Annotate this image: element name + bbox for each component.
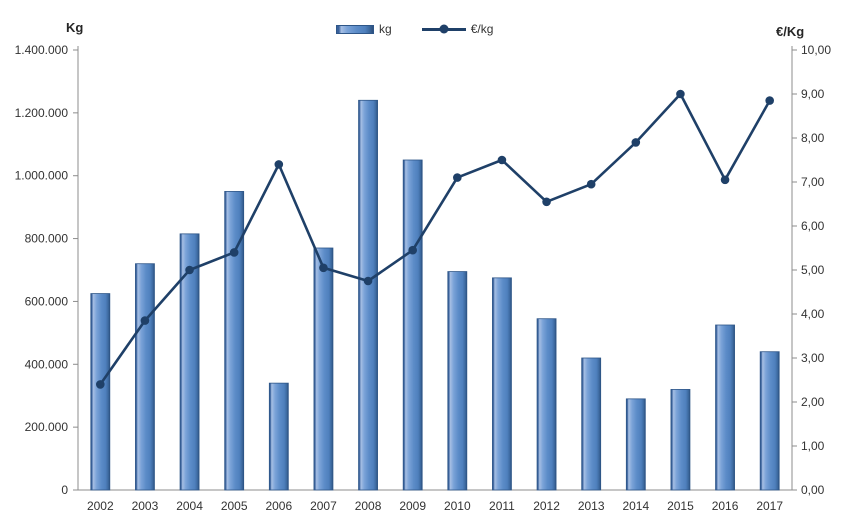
- y-left-tick-label: 800.000: [25, 232, 69, 246]
- x-tick-label-2002: 2002: [87, 499, 114, 513]
- y-left-tick-label: 600.000: [25, 294, 69, 308]
- y-left-tick-label: 0: [61, 483, 68, 497]
- y-right-tick-label: 2,00: [801, 395, 825, 409]
- y-right-tick-label: 1,00: [801, 439, 825, 453]
- legend-item-eur-kg: €/kg: [421, 22, 494, 36]
- bar-2017: [759, 351, 780, 491]
- x-tick-label-2009: 2009: [399, 499, 426, 513]
- legend-item-kg: kg: [336, 22, 392, 36]
- bar-2015: [670, 389, 691, 491]
- bar-2006: [268, 382, 289, 491]
- x-tick-label-2005: 2005: [221, 499, 248, 513]
- y-left-tick-label: 1.400.000: [15, 43, 69, 57]
- x-tick-label-2006: 2006: [265, 499, 292, 513]
- x-tick-label-2014: 2014: [622, 499, 649, 513]
- y-right-tick-label: 4,00: [801, 307, 825, 321]
- x-tick-label-2012: 2012: [533, 499, 560, 513]
- y-left-tick-label: 200.000: [25, 420, 69, 434]
- point-2017: [765, 96, 774, 105]
- point-2012: [542, 197, 551, 207]
- point-2004: [185, 265, 194, 275]
- legend-line-label: €/kg: [470, 22, 494, 36]
- point-2014: [631, 138, 641, 147]
- x-tick-label-2016: 2016: [712, 499, 739, 513]
- y-right-tick-label: 5,00: [801, 263, 825, 277]
- x-tick-label-2017: 2017: [756, 499, 783, 513]
- bar-2002: [90, 293, 111, 491]
- x-tick-label-2007: 2007: [310, 499, 337, 513]
- bar-series-swatch-icon: [336, 24, 374, 34]
- y-right-tick-label: 6,00: [801, 219, 825, 233]
- bar-2014: [625, 398, 646, 491]
- x-tick-label-2003: 2003: [132, 499, 159, 513]
- x-tick-label-2015: 2015: [667, 499, 694, 513]
- point-2006: [274, 160, 284, 169]
- x-tick-label-2004: 2004: [176, 499, 203, 513]
- y-right-tick-label: 10,00: [801, 43, 831, 57]
- point-2002: [96, 380, 105, 389]
- point-2010: [453, 173, 462, 182]
- right-axis-title: €/Kg: [776, 24, 805, 39]
- bar-2010: [447, 271, 468, 491]
- bar-2003: [135, 263, 155, 491]
- point-2016: [720, 175, 730, 185]
- bar-2004: [179, 233, 200, 491]
- price-line: [99, 92, 771, 386]
- point-2011: [497, 155, 507, 165]
- bar-2008: [358, 99, 378, 491]
- legend: kg €/kg: [336, 22, 493, 36]
- y-left-tick-label: 1.200.000: [15, 106, 69, 120]
- bar-2009: [402, 159, 423, 491]
- y-right-tick-label: 8,00: [801, 131, 825, 145]
- point-2009: [408, 245, 417, 255]
- bar-2007: [313, 247, 334, 491]
- point-2007: [319, 263, 328, 273]
- bar-2011: [492, 277, 512, 491]
- point-2008: [363, 276, 373, 286]
- point-2005: [229, 248, 239, 257]
- bar-2016: [715, 324, 735, 491]
- x-tick-label-2010: 2010: [444, 499, 471, 513]
- y-right-tick-label: 0,00: [801, 483, 825, 497]
- legend-bar-label: kg: [379, 22, 392, 36]
- y-left-tick-label: 400.000: [25, 357, 69, 371]
- x-tick-label-2008: 2008: [355, 499, 382, 513]
- x-tick-label-2011: 2011: [489, 499, 515, 513]
- line-series-swatch-icon: [421, 24, 466, 34]
- y-left-tick-label: 1.000.000: [15, 169, 69, 183]
- y-right-tick-label: 3,00: [801, 351, 825, 365]
- y-right-tick-label: 9,00: [801, 87, 825, 101]
- point-2003: [140, 316, 150, 325]
- bar-2013: [581, 357, 602, 491]
- x-tick-label-2013: 2013: [578, 499, 605, 513]
- bar-2012: [536, 318, 557, 491]
- left-axis-title: Kg: [66, 20, 84, 35]
- point-2015: [676, 89, 685, 99]
- bar-2005: [224, 191, 245, 491]
- y-right-tick-label: 7,00: [801, 175, 825, 189]
- point-2013: [586, 179, 596, 189]
